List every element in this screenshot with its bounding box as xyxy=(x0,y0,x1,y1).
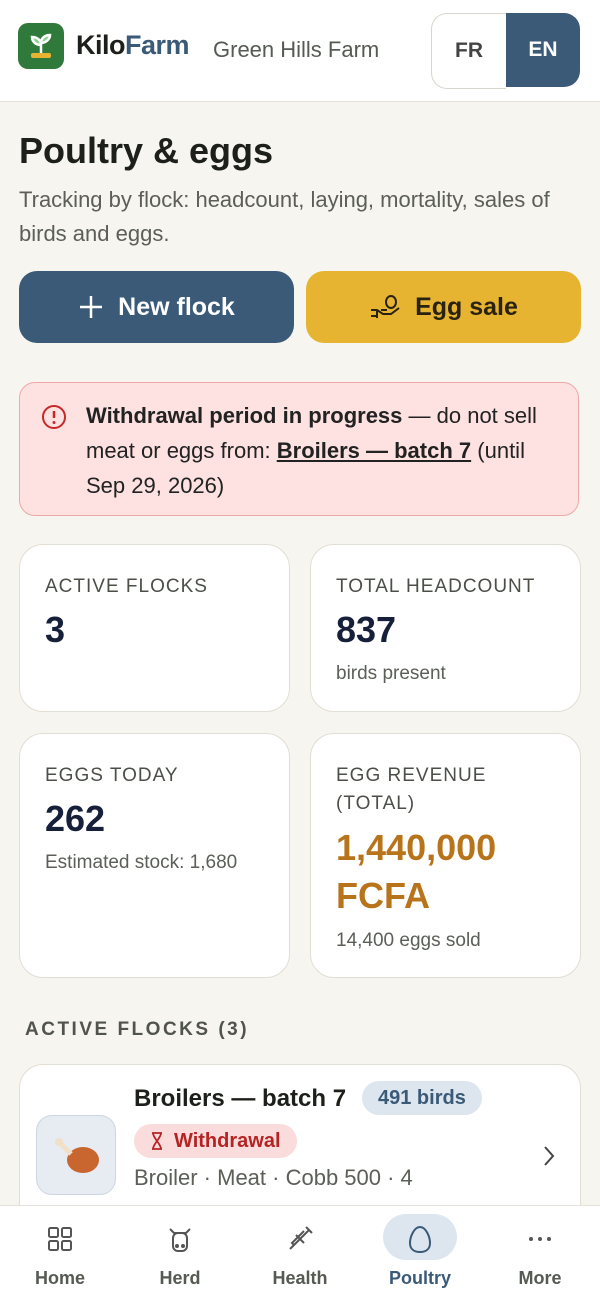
nav-tab[interactable]: Poultry xyxy=(360,1206,480,1299)
alert-until: (until Sep 29, 2026) xyxy=(86,438,525,498)
stat-label: ACTIVE FLOCKS xyxy=(45,576,208,597)
stat-note: birds present xyxy=(336,663,446,684)
stat-card: EGG REVENUE (TOTAL) 1,440,000 FCFA 14,40… xyxy=(310,733,581,978)
stat-label: EGGS TODAY xyxy=(45,765,179,786)
flock-name: Broilers — batch 7 xyxy=(134,1085,347,1112)
stat-card: EGGS TODAY 262 Estimated stock: 1,680 xyxy=(19,733,290,978)
lang-button[interactable]: EN xyxy=(506,13,580,87)
farm-name: Green Hills Farm xyxy=(213,37,380,62)
flock-count: 491 birds xyxy=(362,1081,482,1115)
alert-link[interactable]: Broilers — batch 7 xyxy=(276,438,472,463)
nav-tab[interactable]: Health xyxy=(240,1206,360,1299)
stat-label: EGG REVENUE (TOTAL) xyxy=(336,765,487,814)
button-label: Egg sale xyxy=(415,292,518,321)
egg-sale-button[interactable]: Egg sale xyxy=(306,271,581,343)
nav-label: Herd xyxy=(159,1268,201,1288)
stat-value: 262 xyxy=(45,798,106,839)
button-label: New flock xyxy=(118,292,235,321)
section-title: ACTIVE FLOCKS (3) xyxy=(25,1019,250,1040)
stat-value: 1,440,000 FCFA xyxy=(336,827,497,916)
nav-label: Poultry xyxy=(388,1268,451,1288)
page-subtitle: Tracking by flock: headcount, laying, mo… xyxy=(19,187,550,246)
alert: Withdrawal period in progress — do not s… xyxy=(19,382,579,516)
stat-value: 3 xyxy=(45,609,66,650)
brand[interactable]: KiloFarm xyxy=(76,30,190,61)
stat-card: TOTAL HEADCOUNT 837 birds present xyxy=(310,544,581,712)
logo[interactable] xyxy=(18,23,64,69)
bottom-nav: Home Herd Health Poultry More xyxy=(0,1205,600,1299)
stat-label: TOTAL HEADCOUNT xyxy=(336,576,536,597)
nav-tab[interactable]: More xyxy=(480,1206,600,1299)
nav-tab[interactable]: Home xyxy=(0,1206,120,1299)
alert-text: Withdrawal period in progress — do not s… xyxy=(86,398,556,503)
alert-body: — do not sell meat or eggs from: xyxy=(86,403,537,463)
new-flock-button[interactable]: New flock xyxy=(19,271,294,343)
nav-tab[interactable]: Herd xyxy=(120,1206,240,1299)
nav-label: Health xyxy=(272,1268,328,1288)
brand-part: Farm xyxy=(125,30,190,60)
alert-title: Withdrawal period in progress xyxy=(86,403,403,428)
nav-label: More xyxy=(518,1268,562,1288)
flock-badge: Withdrawal xyxy=(134,1124,297,1158)
stat-note: 14,400 eggs sold xyxy=(336,930,481,951)
flock-details: Broiler · Meat · Cobb 500 · 4 xyxy=(134,1165,413,1190)
stat-card: ACTIVE FLOCKS 3 xyxy=(19,544,290,712)
brand-part: Kilo xyxy=(76,30,126,60)
flock-thumbnail xyxy=(36,1115,116,1195)
header: KiloFarm Green Hills Farm FR EN xyxy=(0,0,600,102)
stat-note: Estimated stock: 1,680 xyxy=(45,852,238,873)
lang-button[interactable]: FR xyxy=(431,13,506,89)
page-title: Poultry & eggs xyxy=(19,130,274,171)
badge-label: Withdrawal xyxy=(174,1130,281,1152)
nav-label: Home xyxy=(34,1268,85,1288)
stat-value: 837 xyxy=(336,609,397,650)
